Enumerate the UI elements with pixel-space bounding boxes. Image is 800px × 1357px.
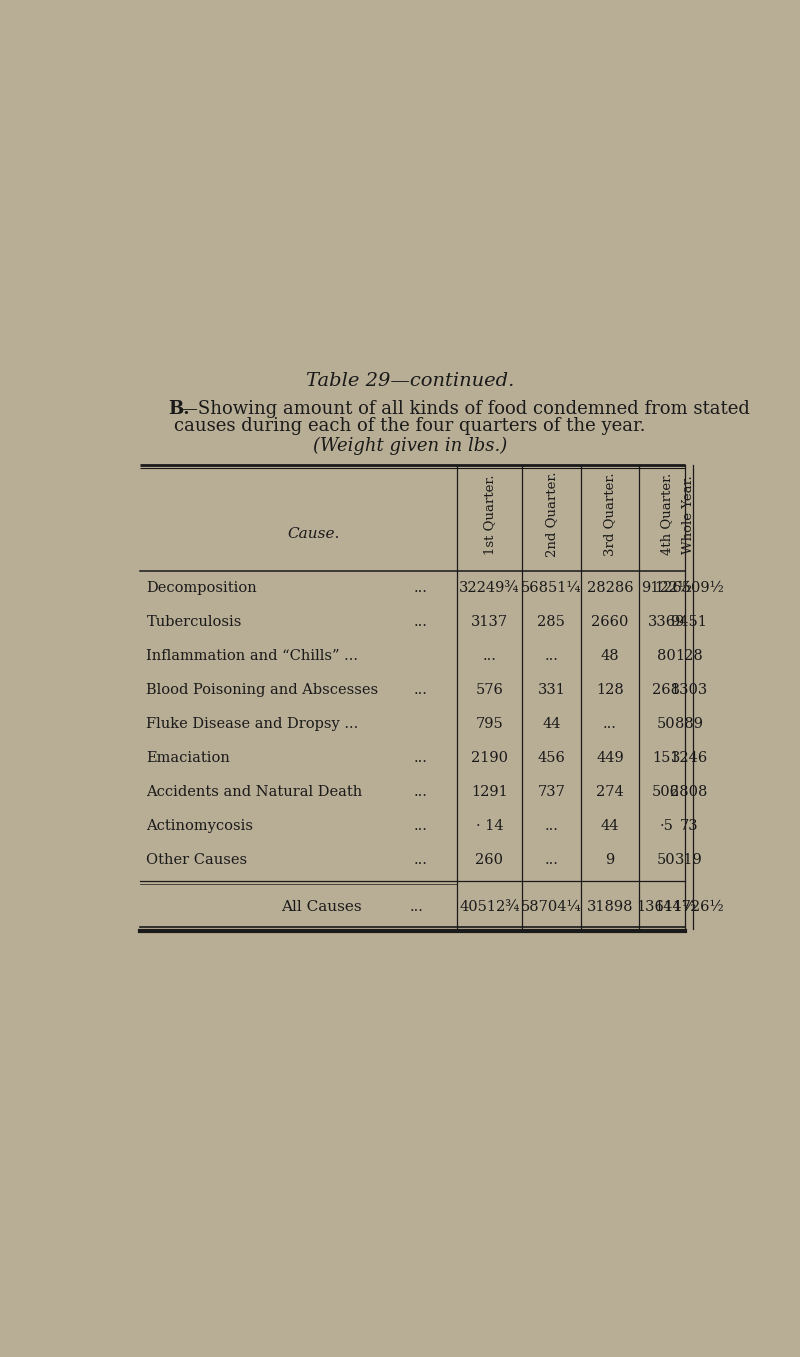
Text: ...: ... bbox=[545, 818, 558, 833]
Text: 144726½: 144726½ bbox=[654, 901, 724, 915]
Text: 9: 9 bbox=[606, 852, 614, 867]
Text: ...: ... bbox=[603, 716, 617, 731]
Text: 44: 44 bbox=[601, 818, 619, 833]
Text: 506: 506 bbox=[652, 784, 680, 799]
Text: 274: 274 bbox=[596, 784, 624, 799]
Text: 3246: 3246 bbox=[670, 750, 708, 765]
Text: 28286: 28286 bbox=[586, 581, 634, 594]
Text: 576: 576 bbox=[475, 683, 503, 696]
Text: 889: 889 bbox=[675, 716, 703, 731]
Text: ...: ... bbox=[545, 649, 558, 662]
Text: ...: ... bbox=[414, 784, 428, 799]
Text: 268: 268 bbox=[652, 683, 680, 696]
Text: 80: 80 bbox=[657, 649, 675, 662]
Text: 44: 44 bbox=[542, 716, 561, 731]
Text: 50: 50 bbox=[657, 716, 675, 731]
Text: (Weight given in lbs.): (Weight given in lbs.) bbox=[313, 437, 507, 456]
Text: Inflammation and “Chills” ...: Inflammation and “Chills” ... bbox=[146, 649, 358, 662]
Text: 128: 128 bbox=[596, 683, 624, 696]
Text: Whole Year.: Whole Year. bbox=[682, 475, 695, 554]
Text: 32249¾: 32249¾ bbox=[459, 581, 520, 594]
Text: 48: 48 bbox=[601, 649, 619, 662]
Text: 2nd Quarter.: 2nd Quarter. bbox=[545, 472, 558, 558]
Text: 331: 331 bbox=[538, 683, 566, 696]
Text: Tuberculosis: Tuberculosis bbox=[146, 615, 242, 628]
Text: 3369: 3369 bbox=[647, 615, 685, 628]
Text: ...: ... bbox=[414, 615, 428, 628]
Text: Actinomycosis: Actinomycosis bbox=[146, 818, 254, 833]
Text: Emaciation: Emaciation bbox=[146, 750, 230, 765]
Text: 2660: 2660 bbox=[591, 615, 629, 628]
Text: Fluke Disease and Dropsy ...: Fluke Disease and Dropsy ... bbox=[146, 716, 358, 731]
Text: 1291: 1291 bbox=[471, 784, 508, 799]
Text: 3rd Quarter.: 3rd Quarter. bbox=[603, 472, 617, 556]
Text: 2808: 2808 bbox=[670, 784, 708, 799]
Text: 1st Quarter.: 1st Quarter. bbox=[483, 474, 496, 555]
Text: causes during each of the four quarters of the year.: causes during each of the four quarters … bbox=[174, 417, 646, 436]
Text: 73: 73 bbox=[680, 818, 698, 833]
Text: 40512¾: 40512¾ bbox=[459, 901, 520, 915]
Text: ...: ... bbox=[414, 683, 428, 696]
Text: 31898: 31898 bbox=[586, 901, 634, 915]
Text: 13611½: 13611½ bbox=[636, 901, 696, 915]
Text: 260: 260 bbox=[475, 852, 503, 867]
Text: ...: ... bbox=[414, 818, 428, 833]
Text: 1303: 1303 bbox=[670, 683, 708, 696]
Text: Blood Poisoning and Abscesses: Blood Poisoning and Abscesses bbox=[146, 683, 378, 696]
Text: B.: B. bbox=[168, 400, 190, 418]
Text: Table 29—continued.: Table 29—continued. bbox=[306, 372, 514, 389]
Text: 3137: 3137 bbox=[471, 615, 508, 628]
Text: 737: 737 bbox=[538, 784, 566, 799]
Text: 128: 128 bbox=[675, 649, 703, 662]
Text: 449: 449 bbox=[596, 750, 624, 765]
Text: Decomposition: Decomposition bbox=[146, 581, 258, 594]
Text: All Causes: All Causes bbox=[282, 901, 362, 915]
Text: ...: ... bbox=[414, 852, 428, 867]
Text: Other Causes: Other Causes bbox=[146, 852, 248, 867]
Text: 319: 319 bbox=[675, 852, 703, 867]
Text: 9451: 9451 bbox=[670, 615, 707, 628]
Text: 285: 285 bbox=[538, 615, 566, 628]
Text: 126509½: 126509½ bbox=[654, 581, 724, 594]
Text: ...: ... bbox=[414, 581, 428, 594]
Text: —Showing amount of all kinds of food condemned from stated: —Showing amount of all kinds of food con… bbox=[180, 400, 750, 418]
Text: 58704¼: 58704¼ bbox=[521, 901, 582, 915]
Text: 56851¼: 56851¼ bbox=[521, 581, 582, 594]
Text: 2190: 2190 bbox=[471, 750, 508, 765]
Text: 9122½: 9122½ bbox=[641, 581, 692, 594]
Text: 4th Quarter.: 4th Quarter. bbox=[660, 474, 673, 555]
Text: ...: ... bbox=[410, 901, 424, 915]
Text: Cause.: Cause. bbox=[288, 527, 340, 540]
Text: 50: 50 bbox=[657, 852, 675, 867]
Text: ...: ... bbox=[482, 649, 496, 662]
Text: ...: ... bbox=[545, 852, 558, 867]
Text: Accidents and Natural Death: Accidents and Natural Death bbox=[146, 784, 362, 799]
Text: · 14: · 14 bbox=[476, 818, 503, 833]
Text: ...: ... bbox=[414, 750, 428, 765]
Text: 456: 456 bbox=[538, 750, 566, 765]
Text: 795: 795 bbox=[475, 716, 503, 731]
Text: 151: 151 bbox=[652, 750, 680, 765]
Text: ·5: ·5 bbox=[659, 818, 673, 833]
